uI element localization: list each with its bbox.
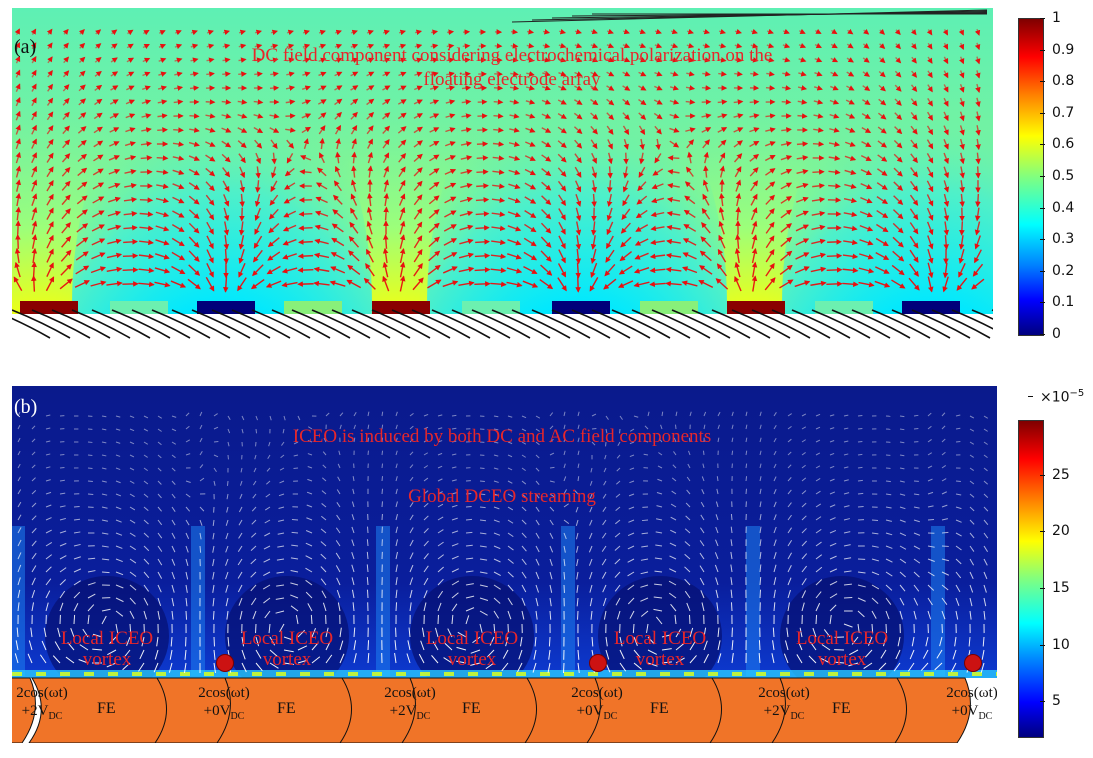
colorbar-b-tick: 20 [1040, 523, 1070, 539]
electrode-voltage-label: 2cos(ωt) +2VDC [12, 684, 82, 726]
vortex-label-line2: vortex [82, 649, 132, 670]
colorbar-b-exponent-value: −5 [1069, 388, 1085, 399]
panel-b-title: ICEO is induced by both DC and AC field … [292, 426, 712, 447]
panel-a-title: DC field component considering electroch… [162, 44, 862, 92]
vortex-label-line1: Local ICEO [240, 628, 334, 649]
panel-b-flow-plot: (b) ICEO is induced by both DC and AC fi… [12, 386, 997, 743]
colorbar-a-tick: 0.3 [1039, 231, 1075, 248]
voltage-dc-subscript: DC [416, 711, 431, 722]
voltage-dc-subscript: DC [48, 711, 63, 722]
vortex-label: Local ICEO vortex [782, 628, 902, 670]
colorbar-b-exponent: ×10−5 [1027, 388, 1085, 406]
colorbar-a-tick: 1 [1040, 10, 1061, 26]
floating-electrode-label: FE [462, 700, 481, 717]
colorbar-a-tick: 0.2 [1039, 262, 1075, 279]
electrode-voltage-label: 2cos(ωt) +0VDC [932, 684, 997, 726]
vortex-label-line1: Local ICEO [795, 628, 889, 649]
electrode-voltage-label: 2cos(ωt) +2VDC [744, 684, 824, 726]
vortex-label: Local ICEO vortex [227, 628, 347, 670]
colorbar-b-tick: 15 [1040, 580, 1070, 596]
colorbar-b-tick: 25 [1040, 467, 1070, 483]
voltage-dc-term: +2VDC [370, 702, 450, 726]
panel-a-label: (a) [14, 36, 37, 58]
voltage-dc-value: +0V [576, 703, 604, 719]
electrode-voltage-label: 2cos(ωt) +0VDC [184, 684, 264, 726]
voltage-ac-term: 2cos(ωt) [198, 685, 250, 701]
voltage-ac-term: 2cos(ωt) [571, 685, 623, 701]
panel-a-title-line2: floating electrode array [423, 69, 601, 90]
voltage-dc-value: +2V [389, 703, 417, 719]
voltage-dc-term: +0VDC [932, 702, 997, 726]
vortex-label: Local ICEO vortex [600, 628, 720, 670]
colorbar-a-tick: 0.4 [1039, 199, 1075, 216]
voltage-dc-term: +0VDC [184, 702, 264, 726]
voltage-dc-value: +2V [763, 703, 791, 719]
voltage-ac-term: 2cos(ωt) [384, 685, 436, 701]
colorbar-a-tick: 0.1 [1039, 294, 1075, 311]
voltage-dc-value: +0V [951, 703, 979, 719]
vortex-label-line2: vortex [262, 649, 312, 670]
electrode-voltage-label: 2cos(ωt) +0VDC [557, 684, 637, 726]
colorbar-b [1018, 420, 1044, 738]
voltage-dc-value: +2V [21, 703, 49, 719]
vortex-label-line1: Local ICEO [613, 628, 707, 649]
voltage-dc-value: +0V [203, 703, 231, 719]
red-marker-dot [216, 654, 234, 672]
floating-electrode-label: FE [277, 700, 296, 717]
vortex-label-line1: Local ICEO [60, 628, 154, 649]
vortex-label-line2: vortex [447, 649, 497, 670]
floating-electrode-label: FE [97, 700, 116, 717]
voltage-ac-term: 2cos(ωt) [946, 685, 997, 701]
colorbar-a-tick: 0 [1040, 326, 1061, 342]
red-marker-dot [589, 654, 607, 672]
colorbar-a-tick: 0.5 [1039, 168, 1075, 184]
red-marker-dot [964, 654, 982, 672]
floating-electrode-label: FE [832, 700, 851, 717]
colorbar-a-tick: 0.8 [1039, 73, 1075, 90]
voltage-dc-subscript: DC [603, 711, 618, 722]
vortex-label-line2: vortex [817, 649, 867, 670]
voltage-dc-term: +2VDC [12, 702, 82, 726]
vortex-label-line2: vortex [635, 649, 685, 670]
vortex-label: Local ICEO vortex [412, 628, 532, 670]
voltage-dc-term: +0VDC [557, 702, 637, 726]
colorbar-b-exponent-base: ×10 [1040, 389, 1070, 406]
colorbar-b-tick: 10 [1040, 637, 1070, 653]
colorbar-b-tick: 5 [1040, 693, 1061, 709]
panel-b-subtitle: Global DCEO streaming [408, 486, 596, 507]
colorbar-a-tick: 0.9 [1039, 41, 1075, 58]
panel-a-field-plot: (a) DC field component considering elect… [12, 8, 993, 350]
panel-b-label: (b) [14, 396, 38, 418]
electrode-voltage-label: 2cos(ωt) +2VDC [370, 684, 450, 726]
panel-a-title-line1: DC field component considering electroch… [251, 45, 773, 66]
iceo-flow-surface [12, 386, 997, 743]
voltage-dc-subscript: DC [790, 711, 805, 722]
colorbar-a [1018, 18, 1044, 336]
voltage-ac-term: 2cos(ωt) [758, 685, 810, 701]
dc-field-surface [12, 8, 993, 350]
colorbar-a-tick: 0.6 [1039, 136, 1075, 153]
voltage-dc-subscript: DC [978, 711, 993, 722]
vortex-label: Local ICEO vortex [47, 628, 167, 670]
vortex-label-line1: Local ICEO [425, 628, 519, 649]
voltage-dc-subscript: DC [230, 711, 245, 722]
voltage-ac-term: 2cos(ωt) [16, 685, 68, 701]
floating-electrode-label: FE [650, 700, 669, 717]
voltage-dc-term: +2VDC [744, 702, 824, 726]
colorbar-a-tick: 0.7 [1039, 104, 1075, 121]
